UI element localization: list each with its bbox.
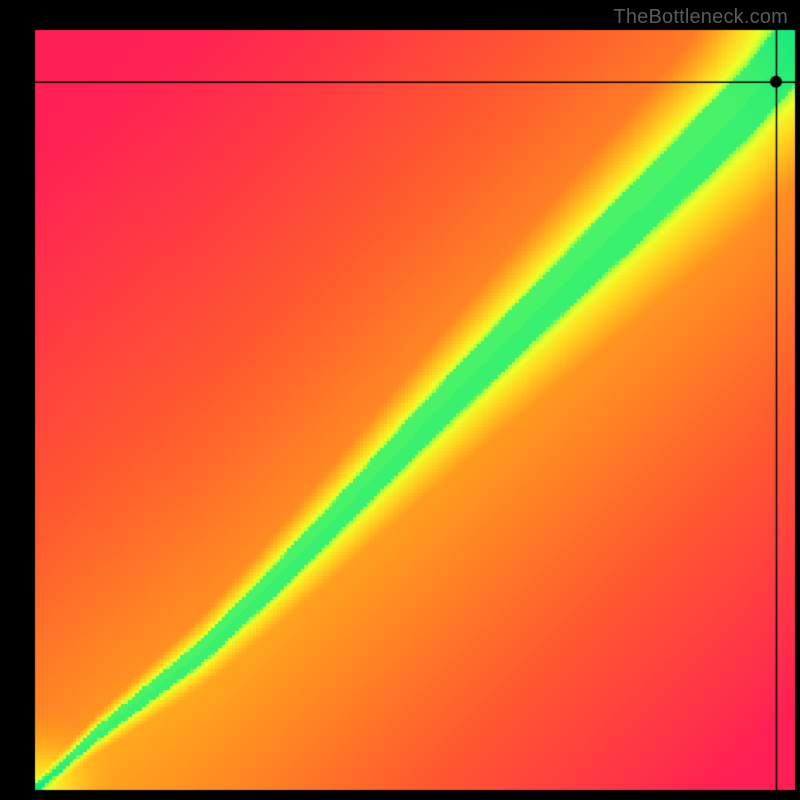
bottleneck-heatmap (0, 0, 800, 800)
chart-container: { "watermark": { "text": "TheBottleneck.… (0, 0, 800, 800)
watermark-text: TheBottleneck.com (613, 6, 788, 29)
